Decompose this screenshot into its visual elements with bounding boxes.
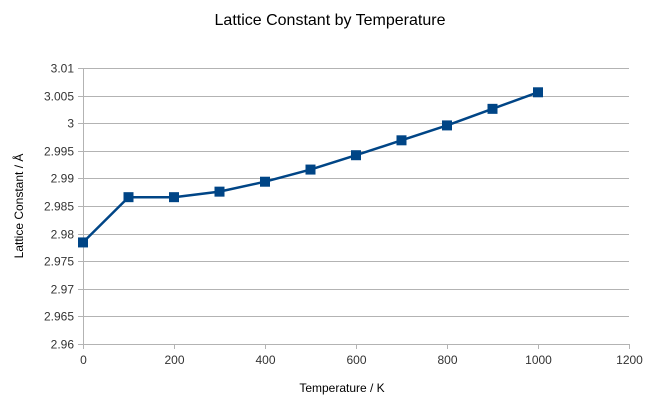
y-tick-label: 2.98: [51, 228, 75, 242]
data-point-marker: [214, 186, 225, 197]
x-tick-label: 200: [164, 353, 184, 367]
chart-title: Lattice Constant by Temperature: [215, 12, 446, 29]
data-point-marker: [78, 237, 88, 248]
x-tick-label: 0: [80, 353, 87, 367]
y-tick-label: 2.975: [44, 255, 74, 269]
y-tick-label: 2.96: [51, 338, 75, 352]
y-tick-label: 2.985: [44, 200, 74, 214]
y-tick-label: 2.965: [44, 310, 74, 324]
data-point-marker: [442, 120, 452, 131]
y-tick-label: 2.995: [44, 145, 74, 159]
y-tick-label: 3: [67, 117, 74, 131]
data-point-marker: [487, 103, 498, 114]
y-tick-label: 3.01: [51, 62, 75, 76]
y-tick-label: 3.005: [44, 90, 74, 104]
data-point-marker: [260, 176, 270, 187]
data-point-marker: [305, 164, 316, 175]
x-tick-label: 400: [255, 353, 275, 367]
x-tick-label: 600: [346, 353, 366, 367]
data-point-marker: [533, 87, 543, 98]
x-tick-label: 1200: [616, 353, 643, 367]
y-tick-label: 2.99: [51, 172, 75, 186]
data-point-marker: [123, 192, 134, 203]
data-series: [78, 87, 543, 248]
x-tick-label: 800: [437, 353, 457, 367]
x-axis-label: Temperature / K: [299, 381, 384, 395]
x-tick-label: 1000: [525, 353, 552, 367]
data-point-marker: [169, 192, 179, 203]
data-point-marker: [396, 135, 407, 146]
gridlines: [78, 68, 630, 349]
y-axis-label: Lattice Constant / Å: [11, 154, 26, 259]
y-axis: 2.96 2.965 2.97 2.975 2.98 2.985 2.99 2.995 3 3.0…: [44, 62, 74, 352]
data-point-marker: [351, 150, 361, 161]
y-tick-label: 2.97: [51, 283, 75, 297]
x-axis: 0 200 400 600 800 1000 1200: [80, 353, 643, 367]
